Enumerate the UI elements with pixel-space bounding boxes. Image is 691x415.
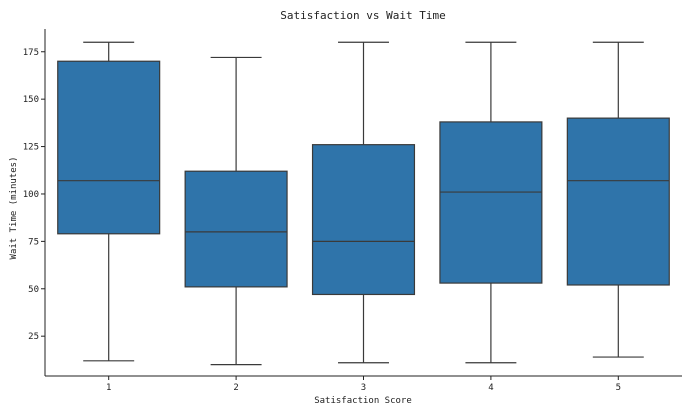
x-tick-label: 1 — [106, 383, 111, 393]
y-tick-label: 150 — [23, 95, 39, 105]
plot-area: 25 50 75 100 125 150 175 1 2 3 4 5 — [23, 29, 682, 393]
box-3 — [311, 144, 416, 296]
x-tick-label: 5 — [616, 383, 621, 393]
y-tick-label: 50 — [28, 285, 39, 295]
y-axis-label: Wait Time (minutes) — [9, 157, 19, 260]
chart-title: Satisfaction vs Wait Time — [280, 9, 446, 22]
box-1 — [57, 60, 161, 235]
x-tick-label: 4 — [488, 383, 493, 393]
y-tick-label: 100 — [23, 190, 39, 200]
y-tick-label: 25 — [28, 332, 39, 342]
box-5 — [566, 117, 670, 286]
x-axis-label: Satisfaction Score — [314, 396, 412, 406]
y-tick-label: 175 — [23, 48, 39, 58]
x-tick-label: 2 — [233, 383, 238, 393]
box-2 — [184, 170, 288, 288]
box-4 — [439, 121, 543, 284]
y-tick-label: 125 — [23, 143, 39, 153]
y-tick-label: 75 — [28, 237, 39, 247]
x-tick-label: 3 — [361, 383, 366, 393]
